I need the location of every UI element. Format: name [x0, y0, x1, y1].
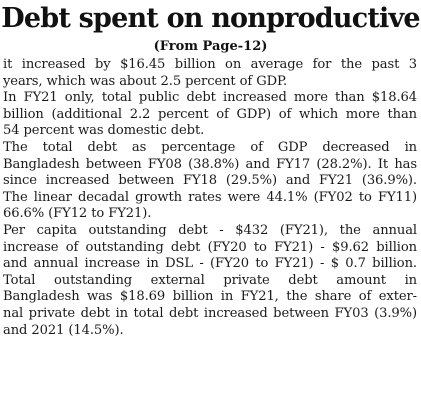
article-line: and annual increase in DSL - (FY20 to FY… [3, 256, 417, 272]
article-line: years, which was about 2.5 percent of GD… [3, 73, 288, 89]
article-line: since increased between FY18 (29.5%) and… [3, 173, 417, 189]
article-line: and 2021 (14.5%). [3, 322, 124, 338]
article-line: The linear decadal growth rates were 44.… [3, 189, 417, 205]
article-line: Total outstanding external private debt … [3, 272, 417, 288]
article-line: Bangladesh between FY08 (38.8%) and FY17… [3, 156, 417, 172]
article-body: it increased by $16.45 billion on averag… [3, 57, 417, 339]
article-line: it increased by $16.45 billion on averag… [3, 57, 417, 72]
article-line: billion (additional 2.2 percent of GDP) … [3, 106, 417, 122]
article-line: Per capita outstanding debt - $432 (FY21… [3, 222, 417, 238]
article-line: nal private debt in total debt increased… [3, 305, 417, 321]
article-line: 66.6% (FY12 to FY21). [3, 206, 152, 222]
article-line: In FY21 only, total public debt increase… [3, 90, 417, 106]
article-line: 54 percent was domestic debt. [3, 123, 205, 139]
article-line: increase of outstanding debt (FY20 to FY… [3, 239, 417, 255]
article-line: The total debt as percentage of GDP decr… [3, 139, 417, 155]
continued-from-label: (From Page-12) [153, 39, 268, 54]
headline: Debt spent on nonproductive [1, 3, 420, 34]
article-line: Bangladesh was $18.69 billion in FY21, t… [3, 289, 417, 305]
